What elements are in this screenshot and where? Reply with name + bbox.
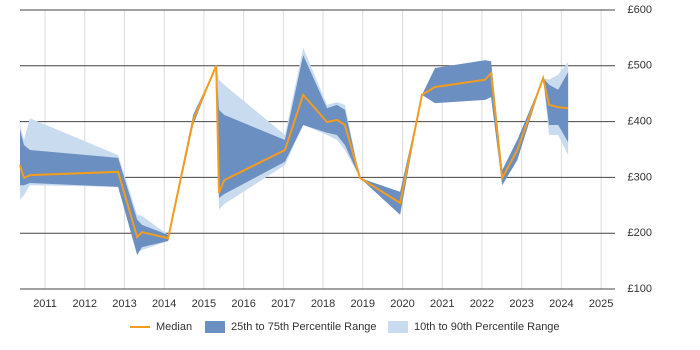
x-tick-label: 2016: [231, 298, 255, 310]
y-tick-label: £500: [628, 60, 652, 72]
legend-label: 25th to 75th Percentile Range: [231, 321, 377, 333]
x-tick-label: 2015: [192, 298, 216, 310]
x-tick-label: 2024: [549, 298, 573, 310]
x-tick-label: 2014: [152, 298, 176, 310]
legend-swatch: [388, 321, 408, 333]
y-tick-label: £200: [628, 227, 652, 239]
x-tick-label: 2012: [73, 298, 97, 310]
x-tick-label: 2020: [390, 298, 414, 310]
x-tick-label: 2023: [509, 298, 533, 310]
legend-swatch: [205, 321, 225, 333]
y-tick-label: £600: [628, 4, 652, 16]
x-tick-label: 2013: [112, 298, 136, 310]
legend-label: 10th to 90th Percentile Range: [414, 321, 560, 333]
x-tick-label: 2021: [430, 298, 454, 310]
y-tick-label: £100: [628, 283, 652, 295]
plot-area: [20, 10, 615, 289]
x-tick-label: 2022: [470, 298, 494, 310]
legend-label: Median: [156, 321, 192, 333]
x-tick-label: 2019: [351, 298, 375, 310]
x-tick-label: 2011: [33, 298, 57, 310]
y-tick-label: £300: [628, 171, 652, 183]
x-tick-label: 2017: [271, 298, 295, 310]
median-line: [19, 65, 569, 240]
x-tick-label: 2018: [311, 298, 335, 310]
y-tick-label: £400: [628, 116, 652, 128]
x-tick-label: 2025: [589, 298, 613, 310]
